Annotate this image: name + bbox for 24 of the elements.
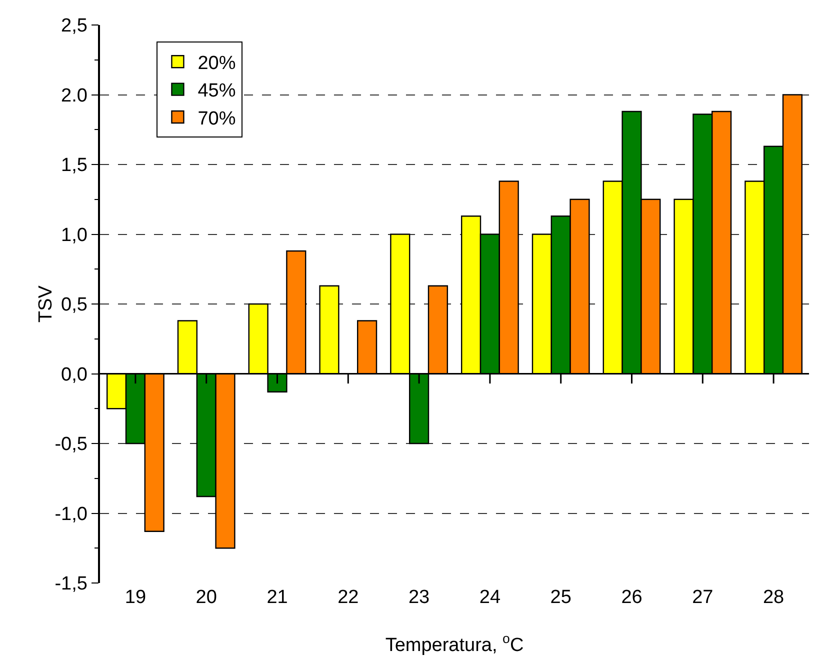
y-tick-label: 2.0: [61, 85, 88, 106]
y-tick-label: -0,5: [54, 434, 88, 456]
y-tick-label: -1,5: [54, 574, 88, 595]
y-tick-label: 0,0: [61, 364, 88, 386]
x-tick-label: 25: [550, 587, 572, 608]
legend-label: 70%: [198, 108, 236, 130]
y-axis-title: TSV: [36, 285, 56, 322]
x-tick-label: 19: [124, 587, 146, 608]
x-tick-label: 28: [762, 587, 784, 608]
legend-label: 20%: [198, 53, 236, 74]
y-tick-label: -1,0: [54, 504, 88, 525]
x-tick-label: 22: [338, 587, 359, 608]
x-axis-title: Temperatura, $^{o}$C: [385, 630, 524, 656]
y-tick-label: 1,5: [61, 155, 88, 176]
y-tick-label: 0,5: [61, 294, 88, 316]
x-tick-label: 24: [479, 587, 501, 608]
legend-label: 45%: [198, 80, 236, 102]
x-tick-label: 27: [692, 587, 714, 608]
x-tick-label: 23: [408, 587, 430, 608]
y-tick-label: 1,0: [61, 224, 88, 246]
y-tick-label: 2,5: [61, 16, 88, 37]
x-tick-label: 20: [196, 587, 217, 608]
x-tick-label: 26: [621, 587, 642, 608]
x-tick-label: 21: [266, 587, 288, 608]
